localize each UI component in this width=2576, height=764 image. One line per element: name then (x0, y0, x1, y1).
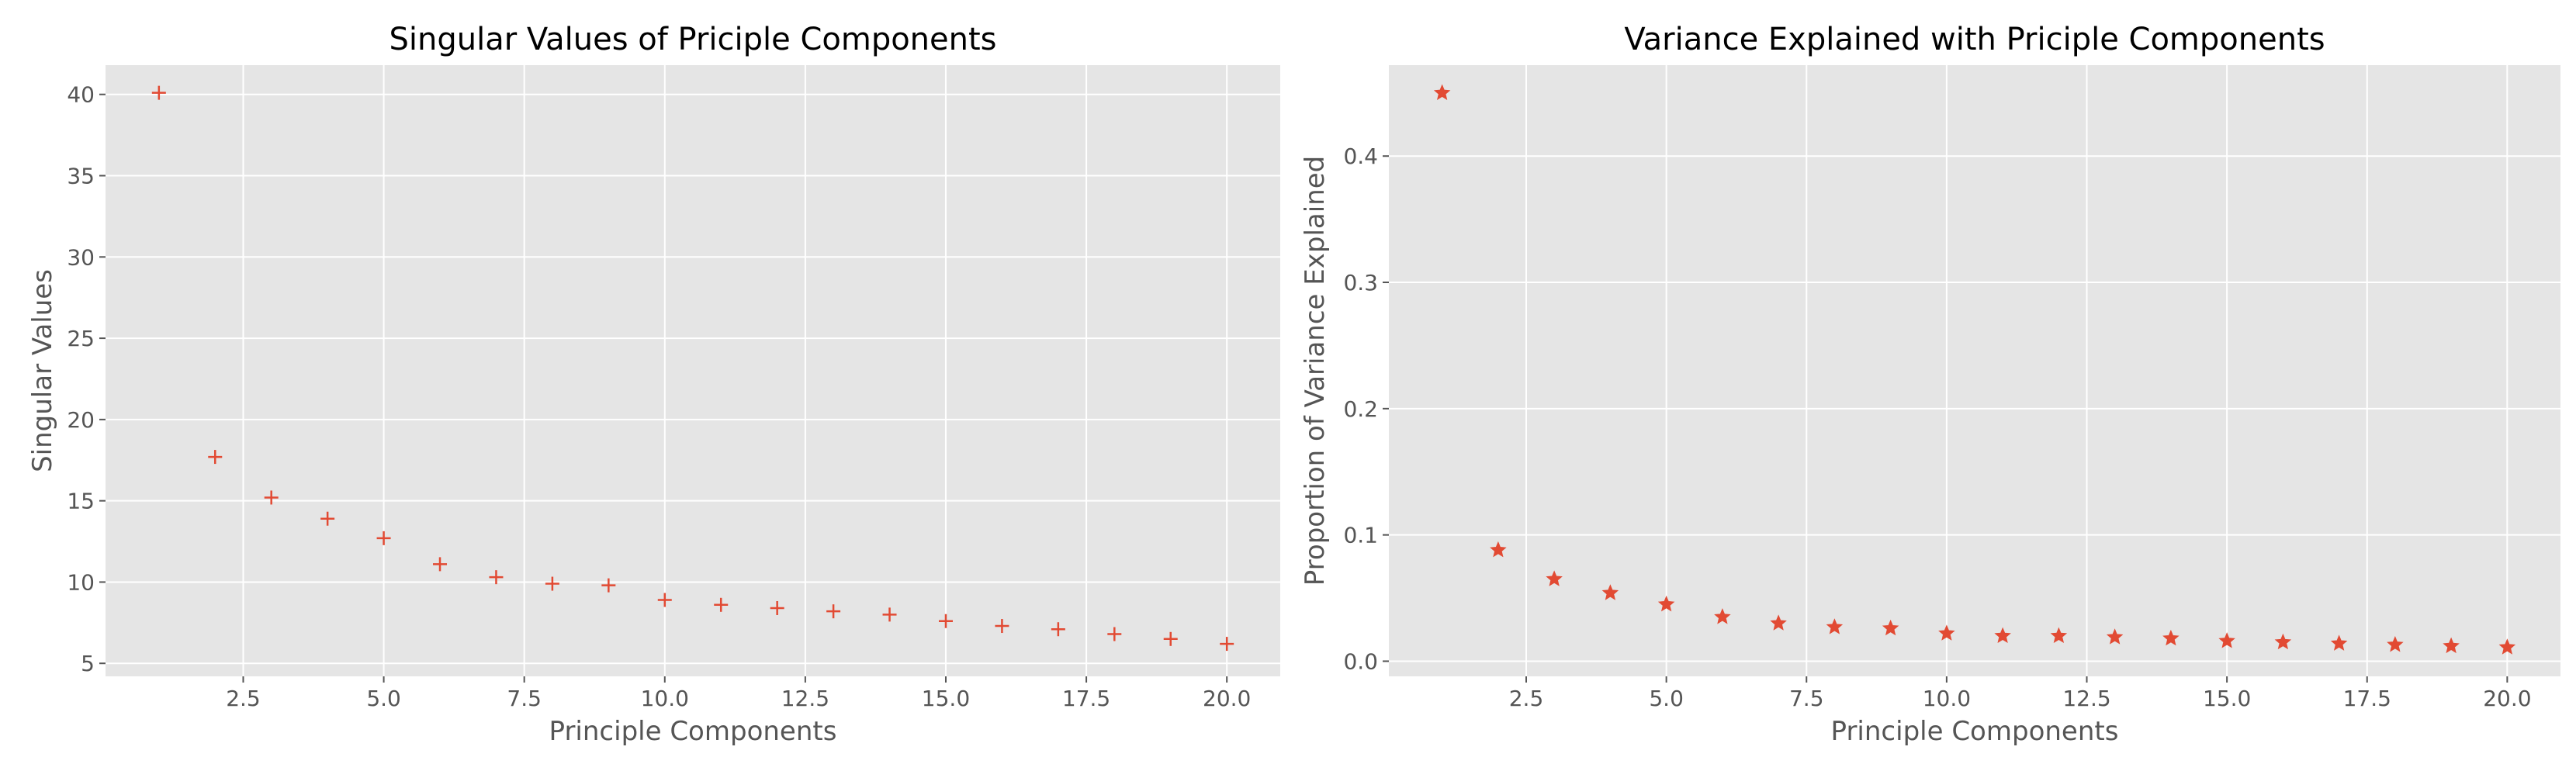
y-tick-label: 0.2 (1343, 396, 1378, 422)
y-tick-label: 0.4 (1343, 143, 1378, 169)
data-points (151, 85, 1234, 652)
data-point (320, 511, 335, 526)
data-point (1826, 618, 1844, 634)
data-point (1657, 595, 1675, 612)
x-tick-label: 15.0 (922, 686, 970, 711)
data-point (1714, 608, 1731, 624)
y-axis-label: Singular Values (27, 269, 58, 472)
x-tick-label: 10.0 (1923, 686, 1971, 711)
data-point (770, 600, 784, 615)
data-point (995, 619, 1009, 634)
y-axis-label: Proportion of Variance Explained (1300, 156, 1331, 586)
y-tick-label: 0.1 (1343, 523, 1378, 548)
data-point (2274, 633, 2292, 650)
data-point (2050, 627, 2068, 644)
plot-area (106, 65, 1280, 676)
chart-title: Singular Values of Priciple Components (389, 22, 996, 57)
x-axis-label: Principle Components (1831, 716, 2119, 747)
data-point (2218, 632, 2235, 648)
data-point (1107, 627, 1122, 641)
y-tick-label: 0.3 (1343, 270, 1378, 296)
variance-explained-chart: 2.5 5.0 7.5 10.0 12.5 15.0 17.5 20.0 0.0 0.1 0.2 0.… (1300, 22, 2560, 747)
data-point (208, 450, 223, 465)
axis-ticks: 2.5 5.0 7.5 10.0 12.5 15.0 17.5 20.0 0.0 0.1 0.2 0.… (1343, 143, 2531, 711)
y-tick-label: 25 (67, 326, 95, 351)
data-point (2443, 637, 2460, 654)
x-tick-label: 20.0 (1203, 686, 1251, 711)
data-point (1994, 627, 2011, 644)
x-tick-label: 12.5 (781, 686, 829, 711)
data-point (1546, 570, 1563, 586)
data-point (1163, 631, 1178, 646)
x-tick-label: 20.0 (2483, 686, 2531, 711)
y-tick-label: 35 (67, 164, 95, 189)
y-tick-label: 0.0 (1343, 648, 1378, 674)
x-tick-label: 10.0 (641, 686, 689, 711)
x-tick-label: 5.0 (366, 686, 401, 711)
data-point (601, 578, 616, 593)
y-tick-label: 5 (81, 651, 95, 676)
y-tick-label: 20 (67, 407, 95, 433)
x-tick-label: 2.5 (226, 686, 261, 711)
data-point (826, 604, 841, 619)
x-tick-label: 17.5 (2343, 686, 2391, 711)
singular-values-chart: 2.5 5.0 7.5 10.0 12.5 15.0 17.5 20.0 5 10 15 20 25 30… (27, 22, 1280, 747)
data-point (2106, 628, 2124, 645)
data-points (1433, 84, 2516, 655)
x-tick-label: 7.5 (507, 686, 542, 711)
data-point (545, 576, 559, 591)
data-point (1220, 637, 1234, 652)
x-tick-label: 5.0 (1649, 686, 1684, 711)
data-point (264, 490, 279, 505)
data-point (938, 614, 953, 628)
data-point (1882, 619, 1899, 636)
data-point (1938, 624, 1955, 641)
data-point (2498, 638, 2516, 655)
data-point (151, 85, 166, 100)
y-tick-label: 15 (67, 489, 95, 514)
y-tick-label: 30 (67, 244, 95, 270)
data-point (433, 557, 448, 572)
data-point (1601, 584, 1619, 600)
x-tick-label: 7.5 (1789, 686, 1824, 711)
data-point (1770, 614, 1787, 631)
x-axis-label: Principle Components (549, 716, 837, 747)
y-tick-label: 40 (67, 82, 95, 108)
x-tick-label: 12.5 (2062, 686, 2110, 711)
data-point (2387, 635, 2404, 652)
gridlines (106, 65, 1280, 676)
data-point (376, 531, 391, 545)
x-tick-label: 2.5 (1509, 686, 1544, 711)
data-point (882, 607, 897, 622)
data-point (489, 570, 504, 585)
data-point (2162, 629, 2180, 646)
axis-ticks: 2.5 5.0 7.5 10.0 12.5 15.0 17.5 20.0 5 10 15 20 25 30… (67, 82, 1251, 711)
gridlines (1389, 65, 2560, 676)
chart-title: Variance Explained with Priciple Compone… (1624, 22, 2325, 57)
data-point (657, 593, 672, 607)
data-point (714, 597, 729, 612)
data-point (1433, 84, 1451, 100)
data-point (1490, 541, 1507, 558)
data-point (2330, 634, 2348, 651)
data-point (1051, 622, 1065, 637)
x-tick-label: 15.0 (2203, 686, 2251, 711)
y-tick-label: 10 (67, 569, 95, 595)
x-tick-label: 17.5 (1062, 686, 1110, 711)
plot-area (1389, 65, 2560, 676)
